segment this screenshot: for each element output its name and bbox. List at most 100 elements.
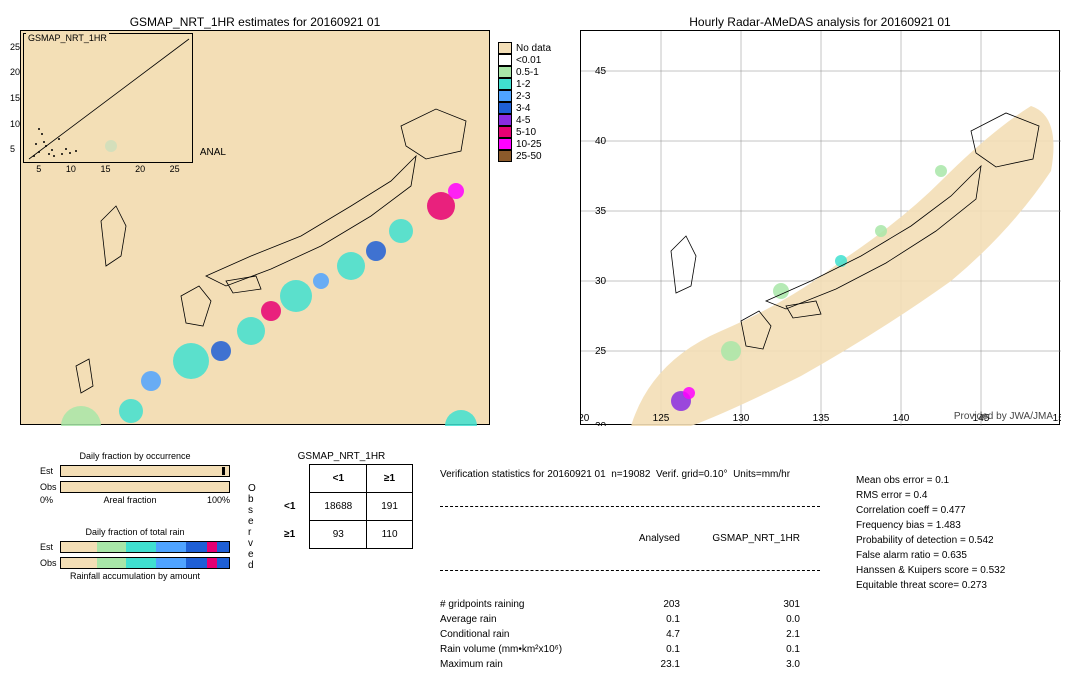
legend-swatch: [498, 54, 512, 66]
legend-label: No data: [516, 43, 551, 54]
ct-row-ge1: ≥1: [270, 521, 310, 549]
legend-row: 10-25: [498, 138, 551, 150]
inset-xtick: 20: [135, 164, 145, 174]
svg-text:35: 35: [595, 206, 607, 217]
dft-title: Daily fraction of total rain: [40, 527, 230, 537]
legend-row: <0.01: [498, 54, 551, 66]
inset-xtick: 5: [36, 164, 41, 174]
color-legend: No data<0.010.5-11-22-33-44-55-1010-2525…: [498, 42, 551, 162]
dft-obs-label: Obs: [40, 558, 60, 568]
legend-label: 0.5-1: [516, 67, 539, 78]
ct-cell-00: 18688: [310, 493, 367, 521]
stat-line: Hanssen & Kuipers score = 0.532: [856, 563, 1005, 578]
legend-swatch: [498, 42, 512, 54]
ct-cell-01: 191: [367, 493, 413, 521]
legend-row: 0.5-1: [498, 66, 551, 78]
verif-row: Average rain0.10.0: [440, 612, 840, 627]
daily-fraction-total: Daily fraction of total rain Est Obs Rai…: [40, 527, 230, 581]
stat-line: Probability of detection = 0.542: [856, 533, 1005, 548]
dft-est-label: Est: [40, 542, 60, 552]
stat-line: Equitable threat score= 0.273: [856, 578, 1005, 593]
left-map-title: GSMAP_NRT_1HR estimates for 20160921 01: [21, 15, 489, 29]
legend-label: <0.01: [516, 55, 541, 66]
ct-cell-10: 93: [310, 521, 367, 549]
right-map-panel: Hourly Radar-AMeDAS analysis for 2016092…: [580, 30, 1060, 425]
ct-title: GSMAP_NRT_1HR: [270, 451, 413, 462]
left-map-inset: GSMAP_NRT_1HR 5 10 15 20 25 5 10 15 20 2…: [23, 33, 193, 163]
legend-swatch: [498, 126, 512, 138]
verif-row: # gridpoints raining203301: [440, 597, 840, 612]
legend-row: No data: [498, 42, 551, 54]
legend-label: 10-25: [516, 139, 542, 150]
legend-swatch: [498, 102, 512, 114]
inset-ytick: 15: [10, 93, 20, 103]
legend-swatch: [498, 90, 512, 102]
legend-swatch: [498, 66, 512, 78]
inset-ytick: 20: [10, 67, 20, 77]
inset-xtick: 25: [170, 164, 180, 174]
verif-colh-analysed: Analysed: [610, 533, 680, 544]
left-map-panel: GSMAP_NRT_1HR estimates for 20160921 01 …: [20, 30, 490, 425]
legend-label: 25-50: [516, 151, 542, 162]
svg-text:45: 45: [595, 66, 607, 77]
svg-text:30: 30: [595, 276, 607, 287]
legend-label: 4-5: [516, 115, 530, 126]
ct-col-lt1: <1: [310, 465, 367, 493]
verif-header: Verification statistics for 20160921 01 …: [440, 469, 840, 480]
ct-col-ge1: ≥1: [367, 465, 413, 493]
svg-text:125: 125: [653, 413, 670, 424]
contingency-table: GSMAP_NRT_1HR <1 ≥1 <1 18688 191 ≥1 93 1…: [270, 451, 413, 549]
verification-stats: Verification statistics for 20160921 01 …: [440, 447, 840, 694]
svg-text:120: 120: [581, 413, 590, 424]
provider-label: Provided by JWA/JMA: [954, 411, 1053, 422]
svg-text:40: 40: [595, 136, 607, 147]
verif-colh-gsmap: GSMAP_NRT_1HR: [680, 533, 800, 544]
verif-row: Conditional rain4.72.1: [440, 627, 840, 642]
legend-swatch: [498, 138, 512, 150]
legend-label: 3-4: [516, 103, 530, 114]
daily-fraction-occurrence: Daily fraction by occurrence Est Obs 0% …: [40, 451, 230, 505]
inset-ytick: 25: [10, 42, 20, 52]
dfo-100pct: 100%: [207, 495, 230, 505]
svg-text:150: 150: [1053, 413, 1061, 424]
right-map-title: Hourly Radar-AMeDAS analysis for 2016092…: [581, 15, 1059, 29]
svg-text:20: 20: [595, 421, 607, 426]
legend-row: 1-2: [498, 78, 551, 90]
legend-row: 5-10: [498, 126, 551, 138]
right-map-svg: 120125130135140145150202530354045: [581, 31, 1061, 426]
dfo-title: Daily fraction by occurrence: [40, 451, 230, 461]
svg-text:140: 140: [893, 413, 910, 424]
ct-cell-11: 110: [367, 521, 413, 549]
inset-ytick: 10: [10, 119, 20, 129]
svg-text:130: 130: [733, 413, 750, 424]
stat-line: False alarm ratio = 0.635: [856, 548, 1005, 563]
legend-label: 5-10: [516, 127, 536, 138]
stat-line: RMS error = 0.4: [856, 488, 1005, 503]
stat-line: Frequency bias = 1.483: [856, 518, 1005, 533]
inset-anal-label: ANAL: [200, 147, 226, 158]
legend-row: 2-3: [498, 90, 551, 102]
dfo-est-label: Est: [40, 466, 60, 476]
legend-row: 3-4: [498, 102, 551, 114]
verif-row: Maximum rain23.13.0: [440, 657, 840, 672]
stat-line: Mean obs error = 0.1: [856, 473, 1005, 488]
dfo-center: Areal fraction: [103, 495, 156, 505]
legend-label: 2-3: [516, 91, 530, 102]
inset-ytick: 5: [10, 144, 20, 154]
svg-text:25: 25: [595, 346, 607, 357]
verif-row: Rain volume (mm•km²x10⁶)0.10.1: [440, 642, 840, 657]
ct-row-lt1: <1: [270, 493, 310, 521]
legend-swatch: [498, 150, 512, 162]
svg-text:135: 135: [813, 413, 830, 424]
legend-swatch: [498, 114, 512, 126]
legend-swatch: [498, 78, 512, 90]
inset-xtick: 10: [66, 164, 76, 174]
dfo-0pct: 0%: [40, 495, 53, 505]
dft-caption: Rainfall accumulation by amount: [40, 571, 230, 581]
stat-line: Correlation coeff = 0.477: [856, 503, 1005, 518]
legend-label: 1-2: [516, 79, 530, 90]
legend-row: 4-5: [498, 114, 551, 126]
verification-right-stats: Mean obs error = 0.1RMS error = 0.4Corre…: [856, 473, 1005, 593]
inset-xtick: 15: [100, 164, 110, 174]
dfo-obs-label: Obs: [40, 482, 60, 492]
